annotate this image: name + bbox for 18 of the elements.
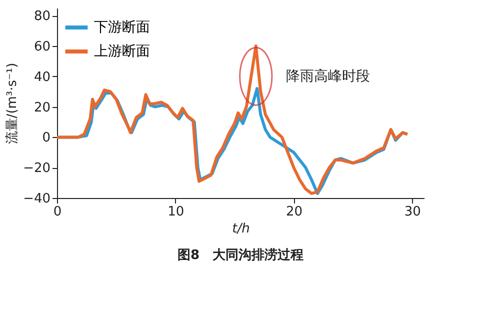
y-tick-label: 20 bbox=[34, 100, 50, 116]
x-tick-label: 20 bbox=[286, 204, 303, 220]
y-tick-label: 0 bbox=[42, 130, 50, 146]
x-tick-label: 10 bbox=[168, 204, 184, 220]
x-tick-label: 30 bbox=[404, 204, 421, 220]
y-tick-label: −40 bbox=[23, 192, 50, 206]
text: 图8 大同沟排涝过程 bbox=[177, 248, 304, 263]
y-tick-label: −20 bbox=[23, 161, 50, 176]
x-axis-title: t/h bbox=[232, 222, 250, 236]
legend-label: 上游断面 bbox=[94, 44, 150, 60]
y-tick-label: 80 bbox=[34, 9, 50, 24]
legend-label: 下游断面 bbox=[94, 20, 150, 36]
y-tick-label: 40 bbox=[34, 70, 50, 85]
annotation: 降雨高峰时段 bbox=[286, 68, 370, 84]
line-series bbox=[56, 44, 409, 195]
y-axis-title: 流量/(m³·s⁻¹) bbox=[4, 62, 20, 144]
y-tick-label: 60 bbox=[34, 40, 50, 54]
x-tick-label: 0 bbox=[53, 204, 62, 220]
